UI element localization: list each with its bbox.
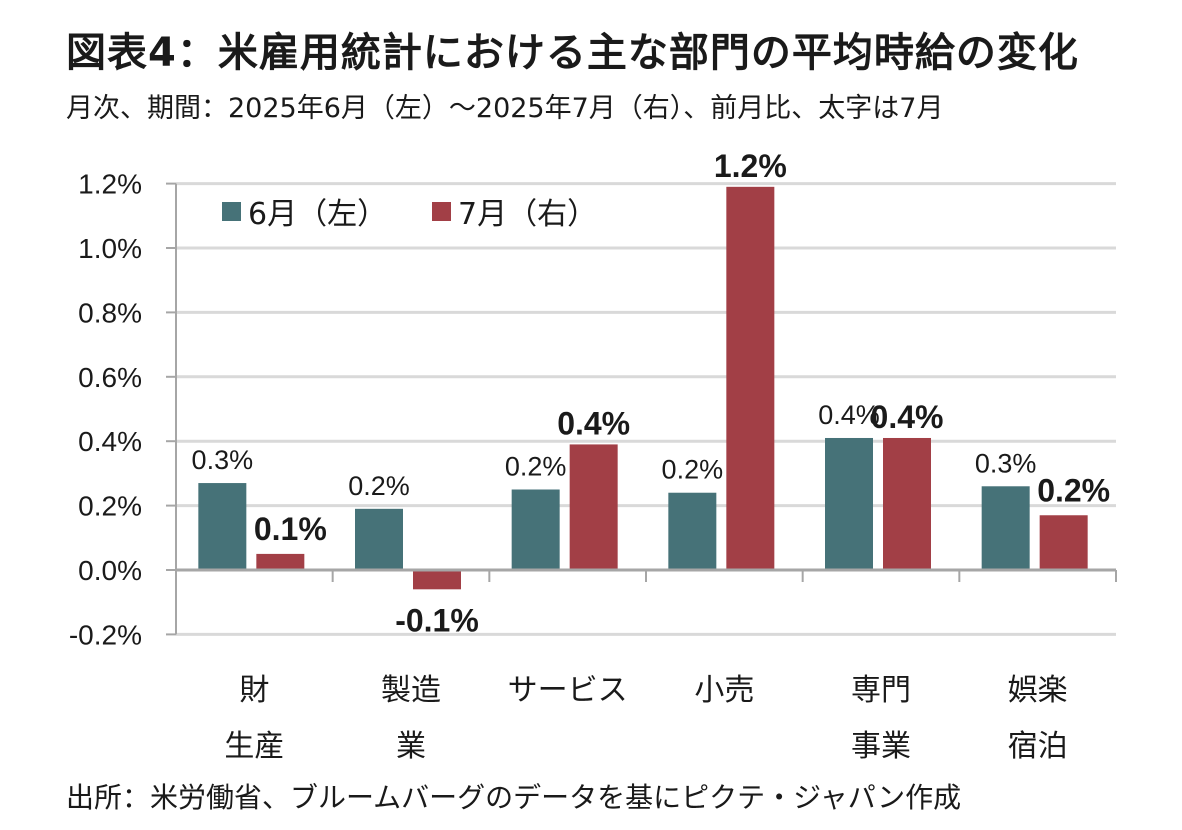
gridlines <box>176 182 1116 636</box>
data-label-june: 0.4% <box>818 400 880 430</box>
data-labels: 0.3%0.1%0.2%-0.1%0.2%0.4%0.2%1.2%0.4%0.4… <box>192 148 1111 639</box>
axes <box>166 182 1117 636</box>
bar-july <box>256 553 305 570</box>
legend-label-june: 6月（左） <box>248 197 387 232</box>
category-label: 業 <box>396 729 426 764</box>
data-label-july: 0.2% <box>1037 472 1110 508</box>
bar-july <box>726 186 775 570</box>
data-label-july: 1.2% <box>714 148 787 184</box>
bar-june <box>355 508 403 570</box>
bar-june <box>981 486 1030 570</box>
legend: 6月（左） 7月（右） <box>222 197 597 232</box>
category-label: 小売 <box>694 673 754 708</box>
legend-swatch-july <box>432 202 451 221</box>
category-label: 製造 <box>381 673 441 708</box>
source-note: 出所：米労働省、ブルームバーグのデータを基にピクテ・ジャパン作成 <box>66 781 962 814</box>
category-label: 娯楽 <box>1008 673 1068 708</box>
data-label-june: 0.2% <box>505 452 567 482</box>
data-label-june: 0.2% <box>662 455 724 485</box>
bar-july <box>569 444 618 570</box>
bar-july <box>1039 515 1088 570</box>
category-label: 宿泊 <box>1008 729 1068 764</box>
data-label-june: 0.2% <box>348 471 410 501</box>
data-label-june: 0.3% <box>192 445 254 475</box>
data-label-june: 0.3% <box>975 448 1037 478</box>
y-tick-label: 1.0% <box>78 233 142 264</box>
category-label: サービス <box>508 673 628 708</box>
bars <box>198 186 1088 590</box>
data-label-july: 0.4% <box>557 405 630 441</box>
y-tick-label: 0.2% <box>78 491 142 522</box>
category-label: 財 <box>239 673 269 708</box>
bar-june <box>668 492 717 570</box>
category-label: 生産 <box>224 729 284 764</box>
bar-july <box>413 570 461 590</box>
data-label-july: 0.4% <box>871 399 944 435</box>
bar-june <box>511 489 560 570</box>
chart-title: 図表4：米雇用統計における主な部門の平均時給の変化 <box>66 30 1079 76</box>
bar-june <box>198 483 247 570</box>
y-tick-label: 0.0% <box>78 555 142 586</box>
bar-june <box>825 437 873 570</box>
data-label-july: -0.1% <box>395 602 479 638</box>
legend-label-july: 7月（右） <box>458 197 597 232</box>
y-tick-label: 1.2% <box>78 169 142 200</box>
y-tick-label: 0.8% <box>78 297 142 328</box>
legend-swatch-june <box>222 202 241 221</box>
y-axis-ticks: -0.2% 0.0% 0.2% 0.4% 0.6% 0.8% 1.0% 1.2% <box>69 169 142 651</box>
y-tick-label: 0.4% <box>78 426 142 457</box>
y-tick-label: 0.6% <box>78 362 142 393</box>
chart-subtitle: 月次、期間：2025年6月（左）～2025年7月（右）、前月比、太字は7月 <box>66 93 944 124</box>
y-tick-label: -0.2% <box>69 619 142 650</box>
bar-july <box>883 437 931 570</box>
category-label: 専門 <box>851 673 911 708</box>
data-label-july: 0.1% <box>254 511 327 547</box>
category-label: 事業 <box>851 729 911 764</box>
